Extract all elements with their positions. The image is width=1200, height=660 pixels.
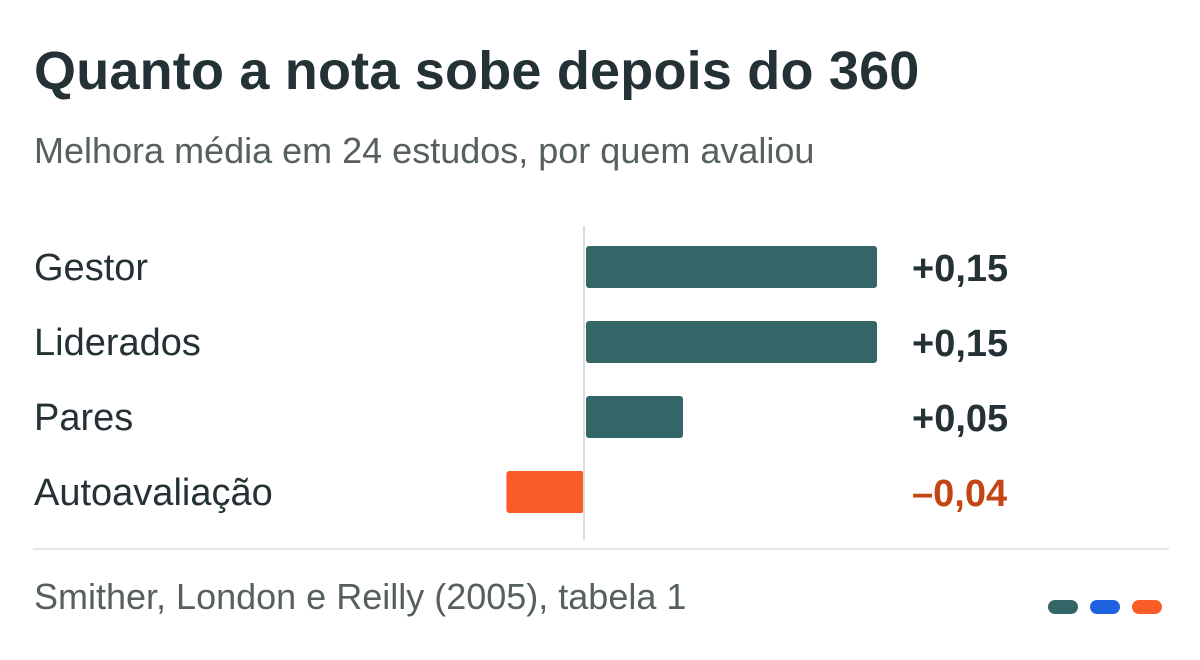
category-label: Liderados <box>34 322 201 364</box>
brand-dot <box>1048 600 1078 614</box>
brand-dot <box>1132 600 1162 614</box>
value-label: +0,15 <box>912 323 1008 365</box>
brand-dots <box>1048 600 1162 614</box>
chart-subtitle: Melhora média em 24 estudos, por quem av… <box>34 130 815 171</box>
footer-divider <box>33 548 1169 550</box>
bar <box>506 471 584 513</box>
category-label: Autoavaliação <box>34 472 273 514</box>
bar-chart: Gestor +0,15 Liderados +0,15 Pares +0,05 Autoa… <box>34 226 1008 540</box>
value-label: –0,04 <box>912 473 1007 515</box>
value-label: +0,05 <box>912 398 1008 440</box>
source-note: Smither, London e Reilly (2005), tabela … <box>34 576 687 617</box>
category-label: Gestor <box>34 247 148 289</box>
value-label: +0,15 <box>912 248 1008 290</box>
brand-dot <box>1090 600 1120 614</box>
bar <box>586 246 877 288</box>
chart-title: Quanto a nota sobe depois do 360 <box>34 41 920 101</box>
bar <box>586 321 877 363</box>
category-label: Pares <box>34 397 133 439</box>
bar <box>586 396 683 438</box>
